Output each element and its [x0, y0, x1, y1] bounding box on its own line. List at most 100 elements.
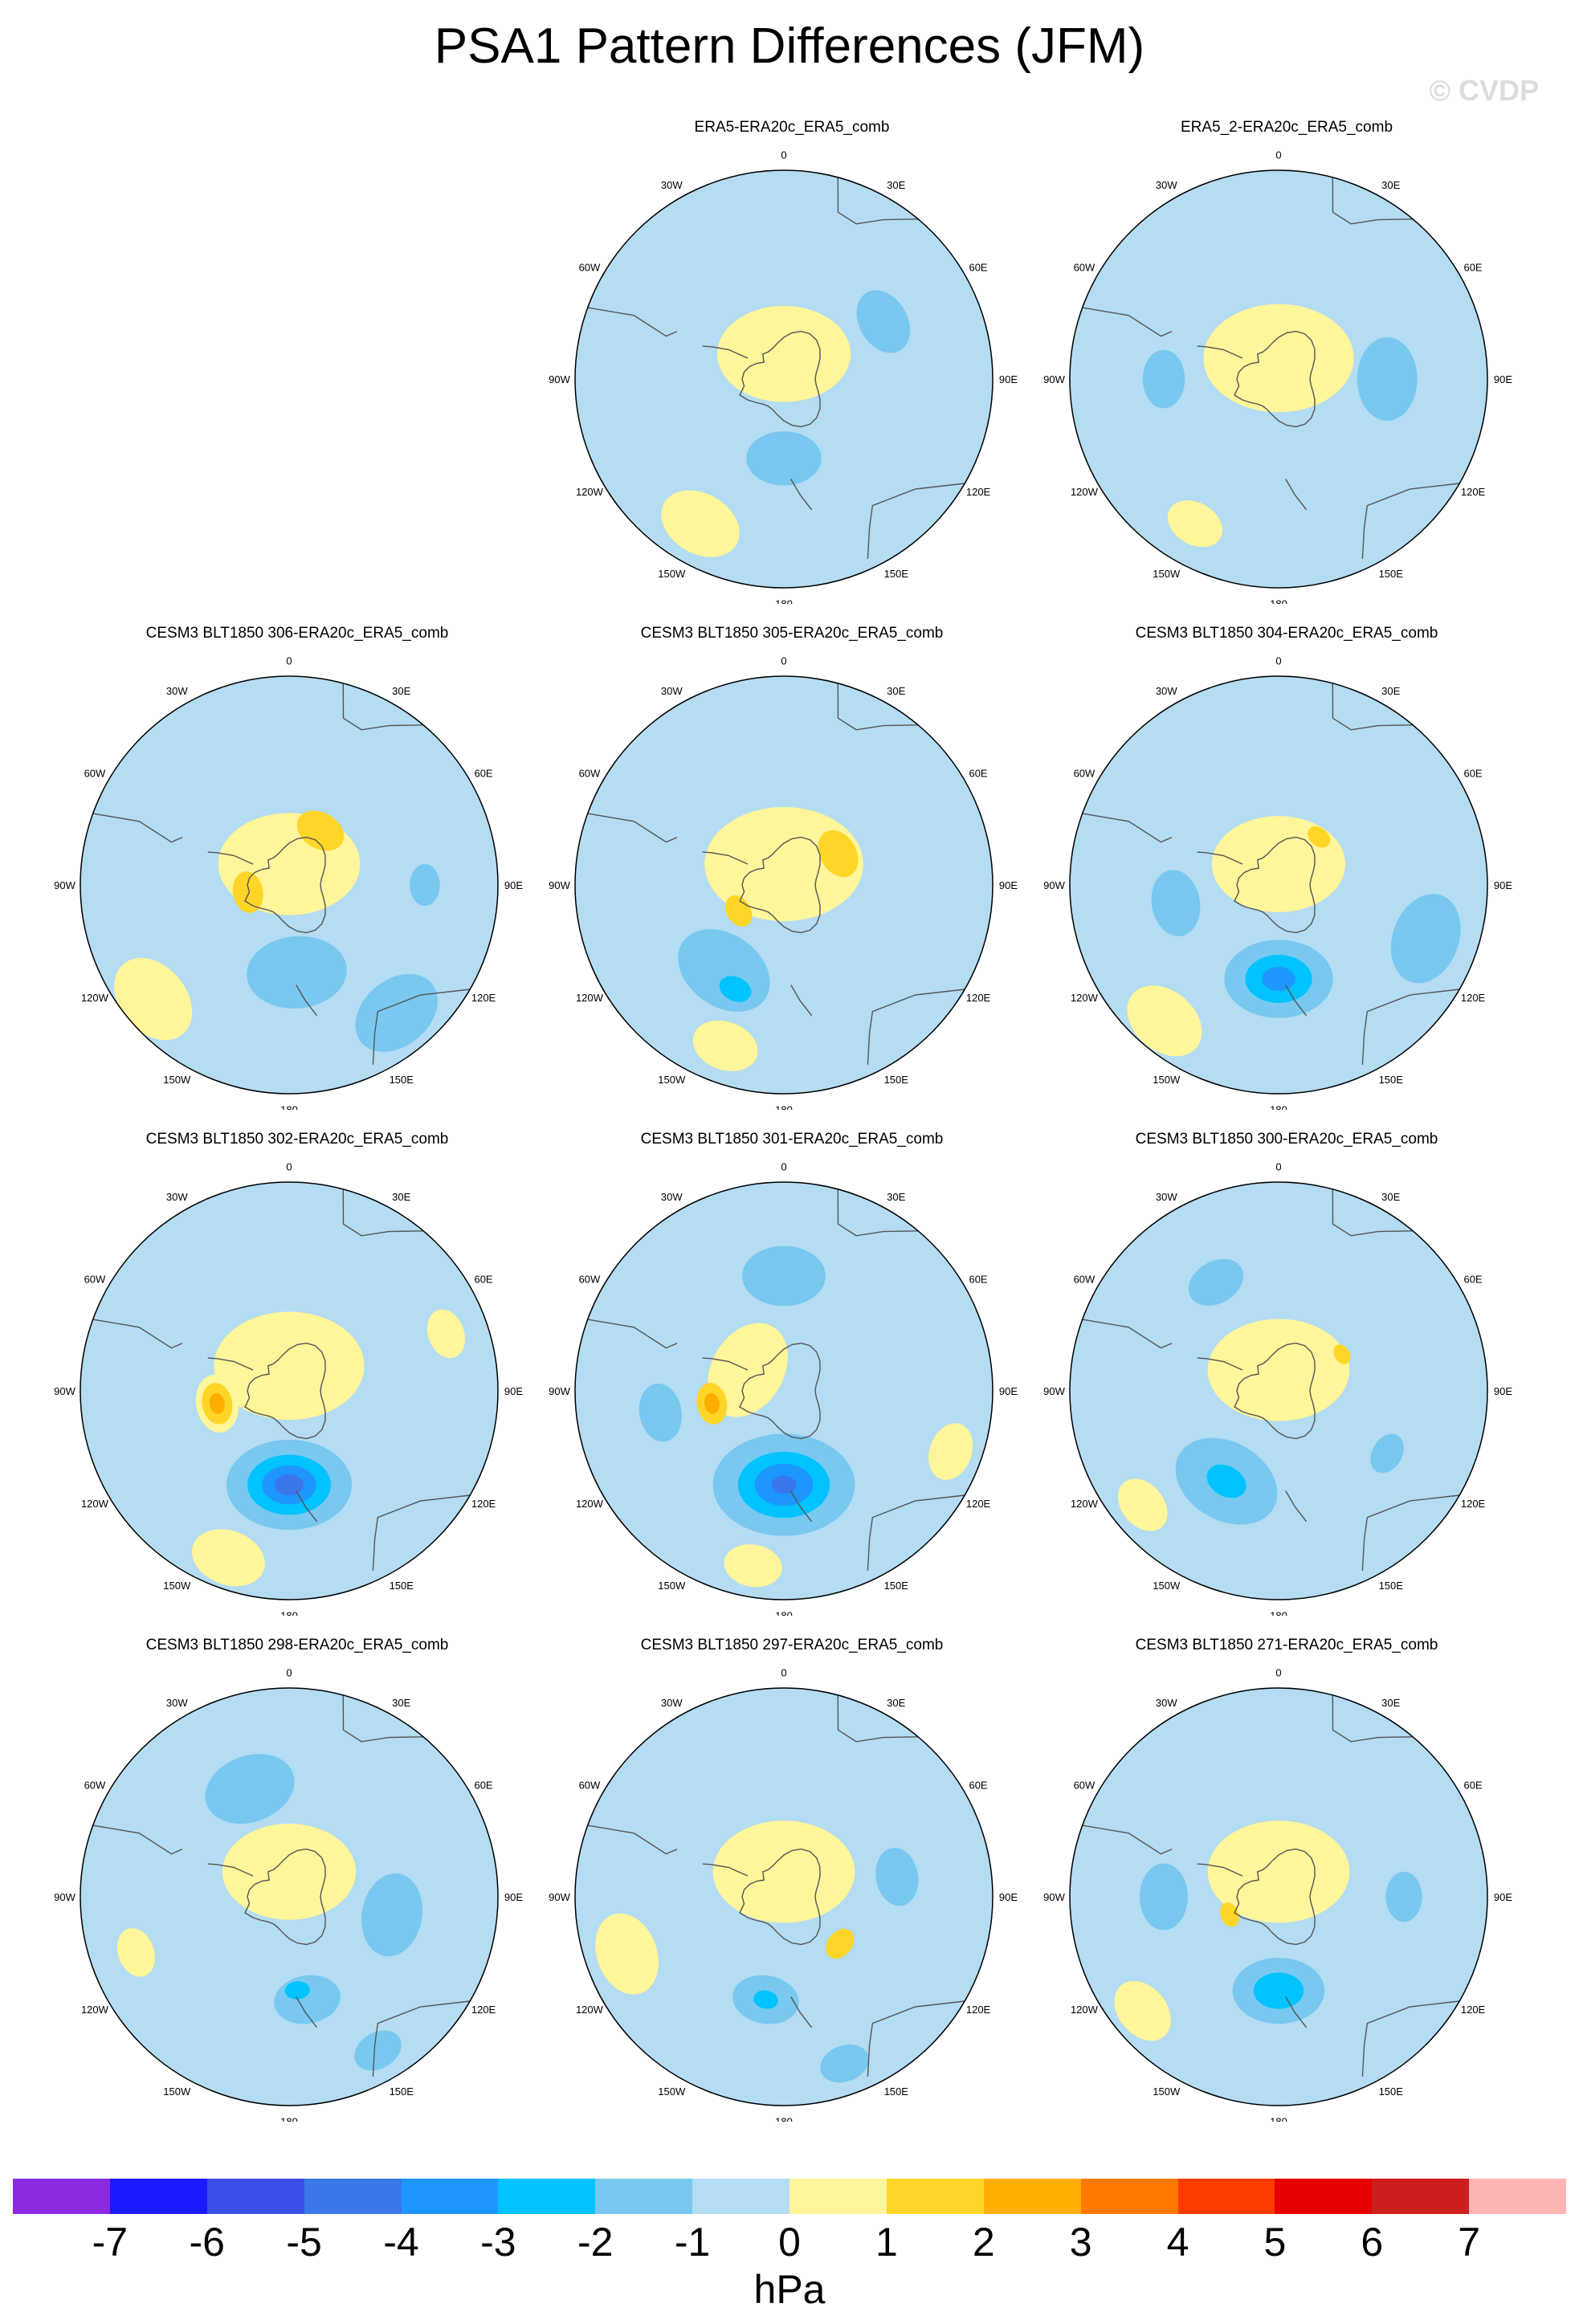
- longitude-label: 90E: [1494, 879, 1512, 891]
- longitude-label: 150E: [884, 568, 909, 580]
- colorbar-tick-label: -3: [480, 2220, 516, 2265]
- australia-coastline: [867, 1494, 965, 1571]
- panel-title: CESM3 BLT1850 297-ERA20c_ERA5_comb: [640, 1637, 944, 1653]
- australia-coastline: [1361, 989, 1460, 1065]
- new-zealand-coastline: [790, 1490, 813, 1523]
- longitude-label: 90W: [549, 373, 570, 385]
- south-america-coastline: [587, 1319, 678, 1349]
- africa-coastline: [837, 1694, 919, 1743]
- antarctic-peninsula-coastline: [1197, 851, 1243, 865]
- antarctica-coastline: [244, 836, 326, 934]
- antarctica-coastline: [244, 1342, 326, 1440]
- polar-map: 0 30E 60E 90E 120E 150E 180 150W 120W 90W 60W 30W: [549, 1161, 1018, 1617]
- longitude-label: 0: [781, 149, 786, 161]
- longitude-label: 30E: [887, 1191, 905, 1203]
- negative-anomaly: [1142, 349, 1185, 409]
- longitude-label: 60E: [969, 261, 987, 273]
- positive-anomaly: [191, 1529, 265, 1587]
- positive-anomaly: [928, 1423, 973, 1480]
- positive-anomaly: [222, 1823, 357, 1920]
- antarctica-coastline: [739, 1342, 821, 1440]
- map-border: [80, 1687, 499, 2106]
- panel-title: CESM3 BLT1850 300-ERA20c_ERA5_comb: [1135, 1131, 1438, 1148]
- longitude-label: 30E: [1381, 1191, 1400, 1203]
- longitude-label: 180: [1270, 1104, 1287, 1111]
- longitude-label: 90E: [999, 879, 1018, 891]
- longitude-label: 150W: [163, 2085, 191, 2098]
- colorbar-tick-label: -4: [383, 2220, 419, 2265]
- colorbar-swatch: [498, 2179, 596, 2214]
- longitude-label: 120W: [1071, 2004, 1099, 2016]
- negative-anomaly: [1253, 1972, 1304, 2009]
- africa-coastline: [342, 1189, 424, 1237]
- positive-anomaly: [1203, 304, 1354, 413]
- longitude-label: 150W: [163, 1580, 191, 1592]
- new-zealand-coastline: [1285, 985, 1308, 1017]
- south-america-coastline: [587, 813, 678, 843]
- longitude-label: 60W: [1074, 767, 1096, 779]
- colorbar-swatch: [1372, 2179, 1470, 2214]
- longitude-label: 120E: [966, 1498, 991, 1510]
- positive-anomaly: [1114, 1980, 1171, 2041]
- positive-anomaly: [1167, 500, 1223, 548]
- map-panel: CESM3 BLT1850 300-ERA20c_ERA5_comb 0 30E 60…: [1038, 1131, 1536, 1616]
- africa-coastline: [342, 1694, 424, 1743]
- longitude-label: 150E: [1379, 568, 1404, 580]
- longitude-label: 90W: [1043, 373, 1065, 385]
- longitude-label: 30E: [887, 1697, 905, 1709]
- negative-anomaly: [820, 2045, 869, 2083]
- colorbar-swatch: [983, 2179, 1081, 2214]
- longitude-label: 120W: [81, 1498, 109, 1510]
- africa-coastline: [1332, 683, 1414, 731]
- longitude-label: 90W: [549, 1385, 570, 1397]
- positive-anomaly: [1308, 826, 1331, 848]
- longitude-label: 30E: [392, 685, 410, 697]
- colorbar-swatch: [886, 2179, 984, 2214]
- longitude-label: 60W: [1074, 1273, 1096, 1285]
- south-america-coastline: [587, 307, 678, 337]
- longitude-label: 150W: [658, 568, 686, 580]
- new-zealand-coastline: [296, 1490, 318, 1523]
- panel-title: ERA5-ERA20c_ERA5_comb: [694, 119, 890, 136]
- longitude-label: 120W: [81, 2004, 109, 2016]
- longitude-label: 60E: [969, 767, 987, 779]
- longitude-label: 90W: [54, 1891, 75, 1903]
- antarctic-peninsula-coastline: [702, 1357, 749, 1371]
- australia-coastline: [372, 2000, 471, 2077]
- negative-anomaly: [1151, 870, 1201, 936]
- colorbar-swatch: [109, 2179, 207, 2214]
- map-panel: CESM3 BLT1850 271-ERA20c_ERA5_comb 0 30E 60…: [1038, 1637, 1536, 2122]
- south-america-coastline: [1082, 1825, 1173, 1855]
- australia-coastline: [1361, 483, 1460, 559]
- map-panel: ERA5_2-ERA20c_ERA5_comb 0 30E 60E 90E 120E 150…: [1038, 119, 1536, 604]
- longitude-label: 90W: [549, 1891, 570, 1903]
- positive-anomaly: [595, 1913, 659, 1995]
- positive-anomaly: [818, 830, 859, 878]
- longitude-label: 90W: [54, 1385, 75, 1397]
- australia-coastline: [1361, 1494, 1460, 1571]
- longitude-label: 60E: [474, 1779, 492, 1791]
- longitude-label: 0: [286, 1667, 292, 1679]
- colorbar-tick-label: 5: [1263, 2220, 1287, 2265]
- longitude-label: 180: [280, 1104, 298, 1111]
- longitude-label: 30W: [1156, 179, 1177, 191]
- south-america-coastline: [92, 813, 183, 843]
- longitude-label: 150W: [1153, 1074, 1181, 1086]
- colorbar-tick-label: -2: [577, 2220, 614, 2265]
- map-panel: CESM3 BLT1850 305-ERA20c_ERA5_comb 0 30E 60…: [543, 625, 1041, 1110]
- panel-title: CESM3 BLT1850 306-ERA20c_ERA5_comb: [145, 625, 449, 642]
- longitude-label: 180: [280, 1610, 298, 1617]
- negative-anomaly: [746, 431, 822, 486]
- antarctica-coastline: [739, 330, 821, 428]
- colorbar-tick-label: 1: [875, 2220, 898, 2265]
- antarctic-peninsula-coastline: [1197, 345, 1243, 359]
- positive-anomaly: [1207, 1820, 1350, 1923]
- positive-anomaly: [704, 1392, 720, 1414]
- colorbar-swatch: [13, 2179, 110, 2214]
- longitude-label: 120W: [1071, 486, 1099, 498]
- longitude-label: 30W: [166, 685, 188, 697]
- longitude-label: 90E: [1494, 373, 1512, 385]
- longitude-label: 150E: [884, 1074, 909, 1086]
- map-border: [574, 675, 994, 1095]
- longitude-label: 180: [775, 2116, 793, 2122]
